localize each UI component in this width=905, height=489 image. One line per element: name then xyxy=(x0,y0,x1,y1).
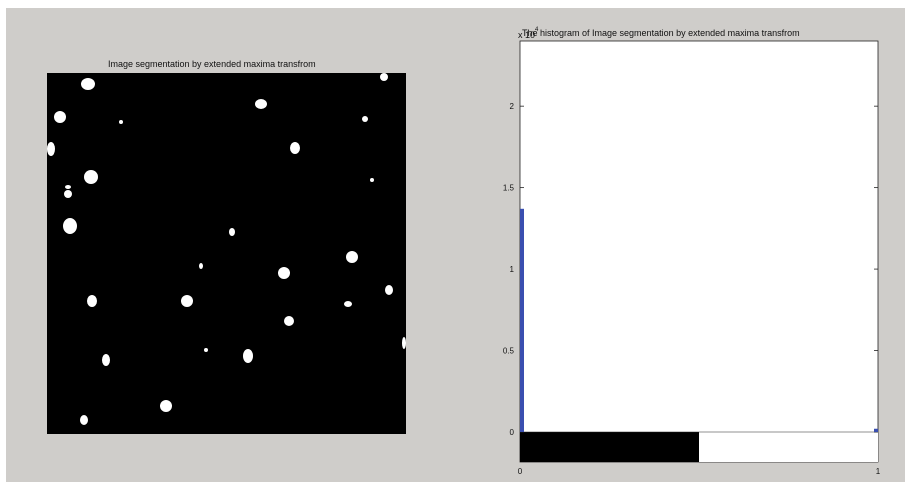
y-tick-label: 2 xyxy=(510,102,515,111)
segmentation-blob xyxy=(84,170,98,184)
y-exponent-label: x 104 xyxy=(518,27,539,40)
frame-top-border xyxy=(0,0,905,8)
segmentation-blob xyxy=(255,99,267,109)
segmentation-blobs xyxy=(47,73,406,425)
frame-left-border xyxy=(0,0,6,489)
y-tick-label: 0 xyxy=(510,428,515,437)
segmentation-blob xyxy=(65,185,71,189)
segmentation-blob xyxy=(160,400,172,412)
y-tick-label: 1.5 xyxy=(503,184,515,193)
histogram-bar xyxy=(520,208,524,432)
segmentation-blob xyxy=(204,348,208,352)
segmentation-blob xyxy=(370,178,374,182)
segmentation-blob xyxy=(181,295,193,307)
segmentation-blob xyxy=(119,120,123,124)
x-tick-label: 0 xyxy=(518,467,523,476)
segmentation-blob xyxy=(64,190,72,198)
segmentation-blob xyxy=(290,142,300,154)
histogram-plot-area xyxy=(519,40,879,463)
y-tick-label: 0.5 xyxy=(503,347,515,356)
segmentation-blob xyxy=(229,228,235,236)
segmentation-image xyxy=(47,73,406,434)
colorbar-white-segment xyxy=(699,432,878,462)
segmentation-blob xyxy=(63,218,77,234)
segmentation-blob xyxy=(47,142,55,156)
segmentation-blob xyxy=(385,285,393,295)
segmentation-blob xyxy=(346,251,358,263)
histogram-bars xyxy=(520,208,878,432)
segmentation-blob xyxy=(102,354,110,366)
colorbar-black-segment xyxy=(520,432,699,462)
x-tick-label: 1 xyxy=(876,467,881,476)
segmentation-blob xyxy=(81,78,95,90)
y-tick-label: 1 xyxy=(510,265,515,274)
segmentation-blob xyxy=(344,301,352,307)
histogram-bar xyxy=(874,428,878,432)
segmentation-image-title: Image segmentation by extended maxima tr… xyxy=(108,59,316,69)
segmentation-blob xyxy=(54,111,66,123)
segmentation-blob xyxy=(362,116,368,122)
segmentation-blob xyxy=(278,267,290,279)
frame-bottom-border xyxy=(0,482,905,489)
segmentation-background xyxy=(47,73,406,434)
segmentation-blob xyxy=(380,73,388,81)
segmentation-blob xyxy=(402,337,406,349)
segmentation-blob xyxy=(199,263,203,269)
segmentation-blob xyxy=(284,316,294,326)
segmentation-blob xyxy=(80,415,88,425)
histogram-axes: 0 0.5 1 1.5 2 0 1 xyxy=(503,40,881,476)
exponent-power: 4 xyxy=(535,27,539,33)
histogram-colorbar xyxy=(520,431,878,462)
histogram-title: The histogram of Image segmentation by e… xyxy=(522,28,800,38)
exponent-base: x 10 xyxy=(518,30,536,40)
segmentation-blob xyxy=(87,295,97,307)
segmentation-blob xyxy=(243,349,253,363)
